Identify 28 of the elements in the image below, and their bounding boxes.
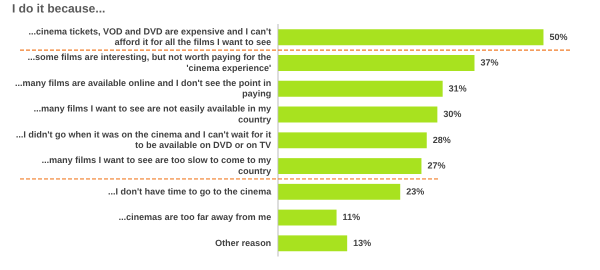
data-label: 11% bbox=[342, 212, 360, 222]
y-tick-label: ...cinema tickets, VOD and DVD are expensive and I can't afford it for all the films I want to see bbox=[28, 26, 272, 48]
bar bbox=[278, 235, 348, 252]
bar bbox=[278, 184, 400, 200]
data-label: 37% bbox=[480, 58, 499, 68]
data-label: 31% bbox=[448, 83, 467, 94]
data-label: 28% bbox=[432, 134, 451, 145]
y-tick-label: ...I don't have time to go to the cinema bbox=[108, 186, 272, 196]
y-tick-label: Other reason bbox=[215, 238, 272, 248]
bar bbox=[278, 80, 443, 97]
data-label: 50% bbox=[549, 32, 568, 42]
data-label: 30% bbox=[443, 109, 462, 120]
bar bbox=[278, 132, 427, 148]
bar bbox=[278, 29, 544, 46]
bar bbox=[278, 158, 422, 174]
y-tick-label: ...many films are available online and I don't see the point in paying bbox=[14, 78, 272, 99]
y-tick-label: ...I didn't go when it was on the cinema and I can't wait for it to be available on DVD or on TV bbox=[16, 129, 272, 150]
y-tick-label: ...cinemas are too far away from me bbox=[118, 212, 272, 222]
y-tick-label: ...many films I want to see are not easily available in my country bbox=[34, 104, 272, 124]
text: I do it because... bbox=[12, 2, 106, 16]
data-label: 13% bbox=[353, 238, 372, 248]
bar bbox=[278, 55, 474, 72]
data-label: 23% bbox=[406, 186, 424, 196]
data-label: 27% bbox=[427, 160, 446, 171]
y-tick-label: ...many films I want to see are too slow to come to my country bbox=[42, 155, 272, 176]
bar bbox=[278, 210, 337, 226]
y-tick-label: ...some films are interesting, but not worth paying for the 'cinema experience' bbox=[28, 52, 272, 73]
bar bbox=[278, 106, 438, 123]
